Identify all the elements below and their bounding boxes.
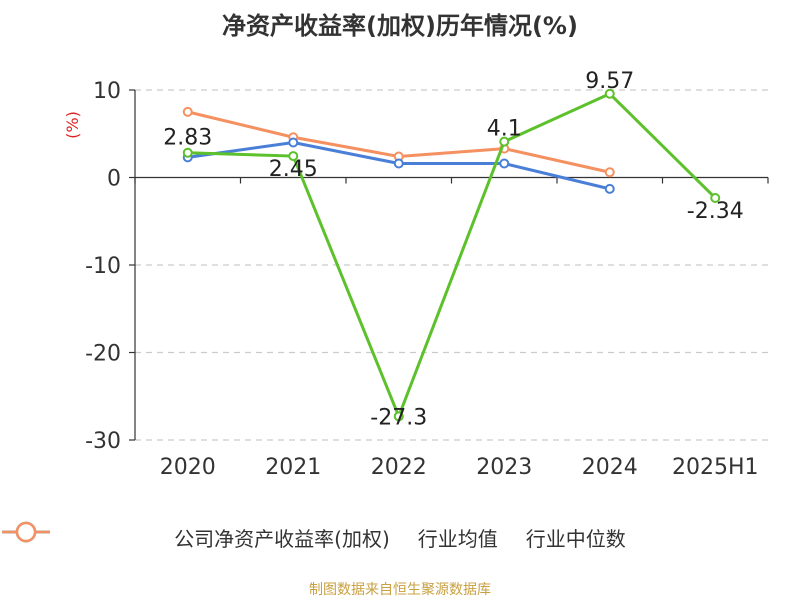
series-point-0	[604, 88, 615, 99]
legend-label: 行业均值	[417, 526, 498, 551]
series-point-0	[499, 136, 510, 147]
x-tick-label: 2021	[265, 455, 321, 480]
y-tick-label: 0	[107, 167, 121, 192]
data-labels: 2.83 2.45 -27.3 4.1 9.57 -2.34	[163, 69, 743, 431]
legend-item-1[interactable]: 行业均值	[2, 521, 498, 552]
series-point-0	[710, 192, 721, 203]
data-label: 2.45	[269, 157, 318, 182]
series-point-1	[499, 158, 510, 169]
data-label: 2.83	[163, 126, 212, 151]
series-point-1	[288, 137, 299, 148]
series-line-0	[187, 92, 717, 418]
legend-item-2[interactable]: 行业中位数	[2, 521, 626, 552]
x-tick-label: 2023	[476, 455, 532, 480]
axes: 10 0 -10 -20 -30 2020 2021 2022 2023 2024 2025H1 (%…	[63, 79, 769, 480]
series-point-0	[393, 411, 404, 422]
y-tick-label: -10	[85, 254, 121, 279]
data-label: 9.57	[585, 69, 634, 94]
series-layer	[182, 88, 721, 422]
x-tick-label: 2024	[582, 455, 638, 480]
data-label: -2.34	[687, 199, 744, 224]
legend-item-0[interactable]: 公司净资产收益率(加权)	[2, 521, 390, 552]
series-point-2	[604, 167, 615, 178]
series-point-1	[604, 183, 615, 194]
legend-label: 公司净资产收益率(加权)	[174, 526, 390, 551]
legend-swatch-icon	[2, 521, 50, 543]
legend-label: 行业中位数	[525, 526, 626, 551]
series-point-0	[182, 147, 193, 158]
x-tick-label: 2020	[160, 455, 216, 480]
y-tick-label: -20	[85, 342, 121, 367]
series-point-0	[288, 151, 299, 162]
data-label: -27.3	[370, 405, 427, 430]
y-tick-label: 10	[93, 79, 121, 104]
x-tick-label: 2022	[371, 455, 427, 480]
chart-title: 净资产收益率(加权)历年情况(%)	[222, 12, 578, 40]
series-point-1	[393, 158, 404, 169]
data-label: 4.1	[487, 117, 522, 142]
source-note: 制图数据来自恒生聚源数据库	[309, 582, 491, 598]
legend: 公司净资产收益率(加权) 行业均值 行业中位数	[0, 520, 800, 554]
y-tick-label: -30	[85, 429, 121, 454]
x-tick-label: 2025H1	[672, 455, 759, 480]
grid-lines	[135, 89, 768, 441]
y-axis-label: (%)	[63, 111, 82, 139]
series-point-2	[182, 106, 193, 117]
